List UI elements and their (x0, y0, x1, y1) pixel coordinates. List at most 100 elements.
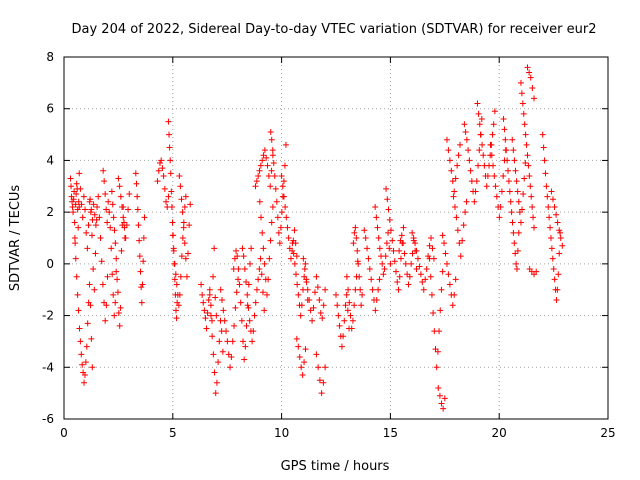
data-point (83, 343, 90, 350)
data-point (383, 240, 390, 247)
data-point (397, 255, 404, 262)
data-point (258, 214, 265, 221)
data-point (261, 147, 268, 154)
data-point (98, 258, 105, 265)
data-point (138, 299, 145, 306)
data-point (77, 338, 84, 345)
data-point (70, 209, 77, 216)
data-point (440, 405, 447, 412)
data-point (512, 167, 519, 174)
data-point (113, 255, 120, 262)
data-point (173, 315, 180, 322)
data-point (354, 247, 361, 254)
data-point (333, 291, 339, 298)
data-point (213, 379, 220, 386)
data-point (298, 364, 305, 371)
data-point (228, 353, 235, 360)
data-point (522, 131, 529, 138)
data-point (156, 160, 163, 167)
data-point (434, 348, 441, 355)
data-point (383, 185, 390, 192)
data-point (508, 209, 515, 216)
data-point (279, 183, 286, 190)
data-point (511, 240, 518, 247)
data-point (405, 281, 412, 288)
data-point (322, 286, 329, 293)
data-point (500, 172, 507, 179)
data-point (221, 317, 228, 324)
data-point (291, 260, 298, 267)
data-point (441, 395, 448, 402)
data-point (73, 180, 80, 187)
data-point (361, 227, 368, 234)
data-point (476, 121, 483, 128)
data-point (299, 372, 306, 379)
data-point (366, 266, 373, 273)
data-point (209, 333, 216, 340)
data-point (106, 209, 113, 216)
data-point (352, 224, 359, 231)
data-point (303, 276, 310, 283)
data-point (401, 250, 408, 257)
data-point (517, 219, 524, 226)
data-point (291, 227, 298, 234)
data-point (268, 167, 275, 174)
data-point (110, 214, 117, 221)
y-tick-label: -6 (42, 412, 54, 426)
data-point (259, 157, 266, 164)
data-point (476, 147, 483, 154)
data-point (169, 219, 176, 226)
data-point (79, 214, 86, 221)
data-point (110, 291, 117, 298)
data-point (105, 198, 112, 205)
data-point (112, 299, 119, 306)
y-tick-label: 8 (46, 50, 54, 64)
data-point (362, 235, 369, 241)
data-point (251, 312, 258, 319)
data-point (438, 286, 445, 293)
data-point (245, 281, 252, 288)
data-point (396, 273, 403, 280)
data-point (248, 245, 255, 252)
data-point (515, 229, 522, 236)
data-point (419, 278, 426, 285)
data-point (373, 297, 380, 304)
data-point (395, 286, 402, 293)
data-point (351, 302, 358, 309)
data-point (524, 64, 531, 71)
data-point (439, 232, 446, 239)
data-point (277, 224, 284, 231)
data-point (475, 162, 482, 169)
data-point (417, 271, 424, 278)
data-point (304, 286, 311, 293)
data-point (219, 348, 226, 355)
data-point (241, 266, 248, 273)
data-point (211, 369, 218, 376)
data-point (166, 144, 173, 151)
data-point (108, 188, 115, 195)
data-point (526, 69, 533, 76)
data-point (441, 240, 448, 247)
data-point (375, 235, 382, 241)
data-point (557, 235, 564, 241)
data-point (293, 335, 300, 342)
data-point (529, 85, 536, 92)
data-point (546, 214, 553, 221)
data-points (67, 64, 566, 412)
y-tick-label: -4 (42, 360, 54, 374)
data-point (372, 203, 379, 210)
data-point (255, 172, 262, 179)
data-point (436, 328, 443, 335)
axis-ticks: 0 5 10 15 20 25 -6 -4 -2 0 2 4 6 8 (42, 50, 616, 440)
data-point (95, 193, 102, 200)
data-point (177, 183, 184, 190)
data-point (302, 346, 309, 353)
data-point (530, 214, 537, 221)
data-point (237, 299, 244, 306)
data-point (472, 188, 479, 195)
data-point (533, 268, 540, 275)
data-point (269, 147, 276, 154)
data-point (181, 240, 188, 247)
data-point (84, 245, 91, 252)
data-point (319, 315, 326, 322)
